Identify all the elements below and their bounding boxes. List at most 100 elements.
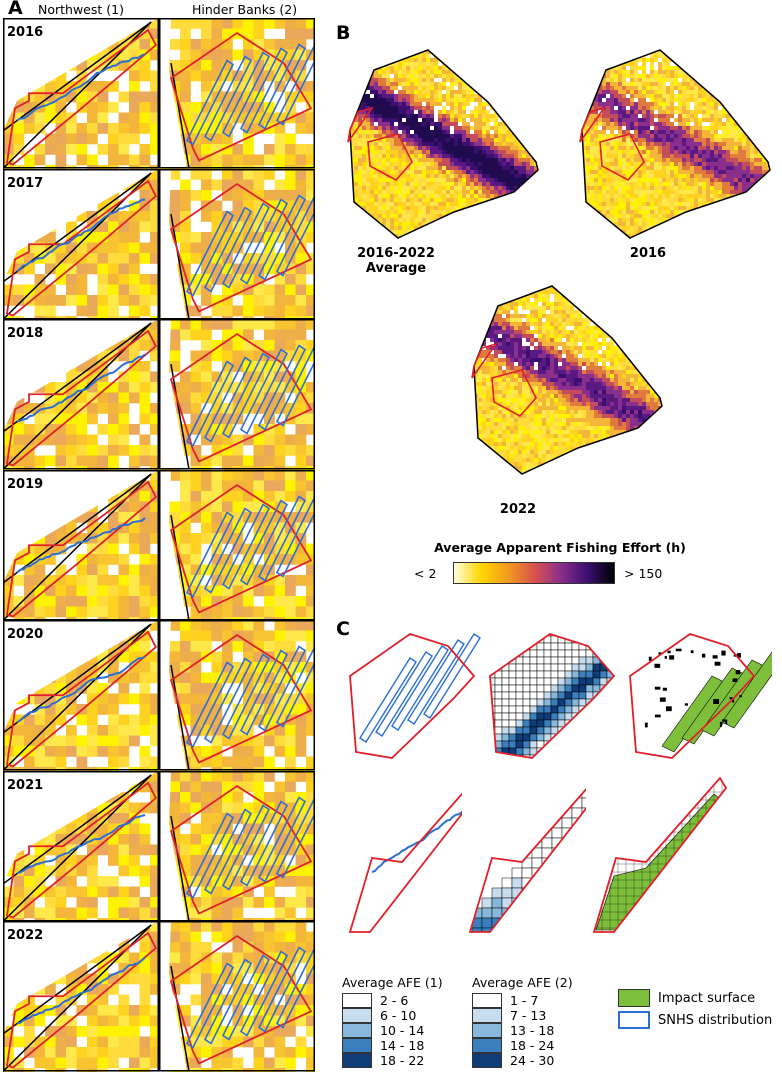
effort-tile <box>139 973 151 985</box>
effort-tile <box>13 466 25 470</box>
effort-tile <box>253 210 265 222</box>
effort-tile <box>13 735 25 747</box>
effort-tile <box>3 434 14 446</box>
effort-tile <box>274 875 286 887</box>
effort-tile <box>253 480 265 491</box>
effort-tile <box>150 1005 159 1016</box>
effort-tile <box>139 823 151 834</box>
effort-tile <box>285 231 296 243</box>
effort-tile <box>253 511 265 523</box>
effort-tile <box>180 91 191 103</box>
effort-tile <box>211 511 223 523</box>
effort-tile <box>87 595 98 607</box>
effort-tile <box>129 735 140 747</box>
effort-tile <box>211 714 223 726</box>
effort-tile <box>274 917 286 921</box>
afe-grid-cell <box>578 656 587 665</box>
effort-tile <box>232 221 244 232</box>
legend-afe1-item: 10 - 14 <box>342 1023 443 1038</box>
effort-tile <box>211 480 223 491</box>
outside-area <box>3 18 159 131</box>
effort-tile <box>201 315 212 319</box>
effort-tile <box>76 263 88 274</box>
effort-tile <box>76 133 88 145</box>
effort-tile <box>180 693 191 705</box>
effort-tile <box>139 704 151 715</box>
effort-tile <box>139 361 151 372</box>
effort-tile <box>150 133 159 145</box>
effort-tile <box>285 210 296 222</box>
panel-a-letter: A <box>8 0 23 19</box>
effort-tile <box>24 574 35 586</box>
effort-tile <box>232 434 244 446</box>
effort-tile <box>253 501 265 512</box>
effort-tile <box>34 543 46 554</box>
effort-tile <box>253 1047 265 1058</box>
afe-grid-cell <box>543 719 552 728</box>
effort-tile <box>118 823 130 834</box>
study-area-outline <box>3 472 152 620</box>
effort-tile <box>180 382 191 393</box>
effort-tile <box>139 896 151 908</box>
effort-tile <box>97 585 109 596</box>
effort-tile <box>169 350 181 362</box>
effort-tile <box>76 154 88 166</box>
effort-tile <box>180 263 191 274</box>
effort-tile <box>150 242 159 253</box>
effort-tile <box>97 767 109 771</box>
effort-tile <box>13 917 25 921</box>
effort-tile <box>139 616 151 620</box>
effort-tile <box>306 1015 315 1027</box>
effort-tile <box>306 620 315 631</box>
effort-tile <box>222 532 233 544</box>
effort-tile <box>253 490 265 502</box>
effort-tile <box>232 1068 244 1072</box>
effort-tile <box>24 585 35 596</box>
effort-tile <box>201 1036 212 1048</box>
effort-tile <box>295 144 307 155</box>
effort-tile <box>264 371 275 383</box>
effort-tile <box>264 553 275 565</box>
effort-tile <box>306 1057 315 1069</box>
effort-tile <box>201 693 212 705</box>
effort-tile <box>108 595 119 607</box>
effort-tile <box>201 28 212 40</box>
snhs-distribution-line <box>16 956 146 1025</box>
legend-afe1-swatch <box>342 1023 372 1038</box>
effort-tile <box>55 1015 67 1027</box>
effort-tile <box>295 284 307 295</box>
sandbank-outline <box>275 494 315 578</box>
panel-a-cell-hinder-banks-2022 <box>159 921 315 1072</box>
effort-tile <box>129 1015 140 1027</box>
effort-tile <box>97 984 109 995</box>
effort-tile <box>129 802 140 813</box>
effort-tile <box>76 294 88 306</box>
effort-tile <box>139 1068 151 1072</box>
effort-tile <box>295 340 307 351</box>
effort-tile <box>190 725 202 736</box>
effort-tile <box>211 963 223 974</box>
effort-tile <box>108 672 119 684</box>
effort-tile <box>306 662 315 673</box>
effort-tile <box>253 49 265 61</box>
sandbank-outline <box>375 651 433 737</box>
snhs-distribution-label: SNHS distribution <box>658 1012 773 1028</box>
effort-tile <box>3 466 14 470</box>
effort-tile <box>108 522 119 533</box>
effort-tile <box>108 735 119 747</box>
effort-tile <box>150 200 159 211</box>
effort-tile <box>285 630 296 642</box>
effort-tile <box>55 466 67 470</box>
afe-grid-cell <box>578 698 587 707</box>
afe-grid-cell <box>543 677 552 686</box>
northwest-boundary <box>5 480 158 618</box>
sandbank-outline <box>185 209 235 297</box>
effort-tile <box>66 221 77 232</box>
effort-tile <box>97 382 109 393</box>
effort-tile <box>139 641 151 652</box>
effort-tile <box>295 189 307 201</box>
effort-tile <box>118 606 130 617</box>
effort-tile <box>66 133 77 145</box>
effort-tile <box>222 242 233 253</box>
effort-tile <box>211 200 223 211</box>
